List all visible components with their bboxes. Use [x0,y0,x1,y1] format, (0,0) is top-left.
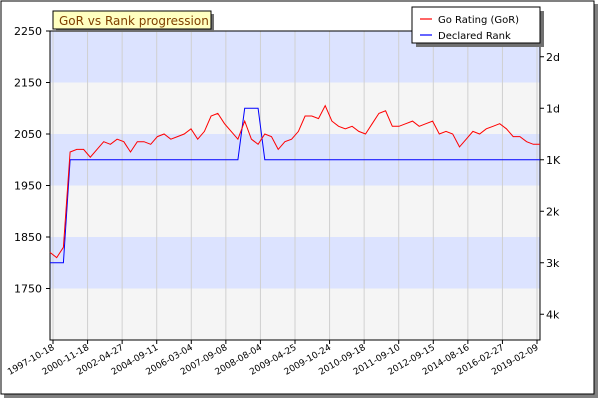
y-tick-label-left: 2150 [14,77,42,90]
y-tick-label-right: 1d [546,102,560,115]
y-axis-left: 2250 2150 2050 1950 1850 1750 [14,25,50,296]
y-tick-label-left: 2250 [14,25,42,38]
y-tick-label-left: 1750 [14,283,42,296]
y-axis-right: 2d 1d 1K 2k 3k 4k [540,51,561,321]
series-lines [49,104,540,264]
legend-label-rank: Declared Rank [438,31,511,42]
series-go-rating [49,104,540,259]
y-tick-label-right: 3k [546,257,560,270]
chart-title-box: GoR vs Rank progression [52,10,214,32]
y-tick-label-left: 1950 [14,180,42,193]
series-declared-rank [50,107,540,264]
y-tick-label-right: 2k [546,205,560,218]
legend-box [411,6,541,44]
y-tick-label-right: 2d [546,51,560,64]
y-tick-label-left: 2050 [14,128,42,141]
y-tick-label-right: 1K [546,154,561,167]
legend-label-gor: Go Rating (GoR) [438,15,519,26]
chart-title: GoR vs Rank progression [59,14,209,28]
legend: Go Rating (GoR) Declared Rank [411,6,544,47]
plot-area [49,30,541,341]
y-tick-label-left: 1850 [14,231,42,244]
title-background [52,10,212,30]
y-tick-label-right: 4k [546,308,560,321]
